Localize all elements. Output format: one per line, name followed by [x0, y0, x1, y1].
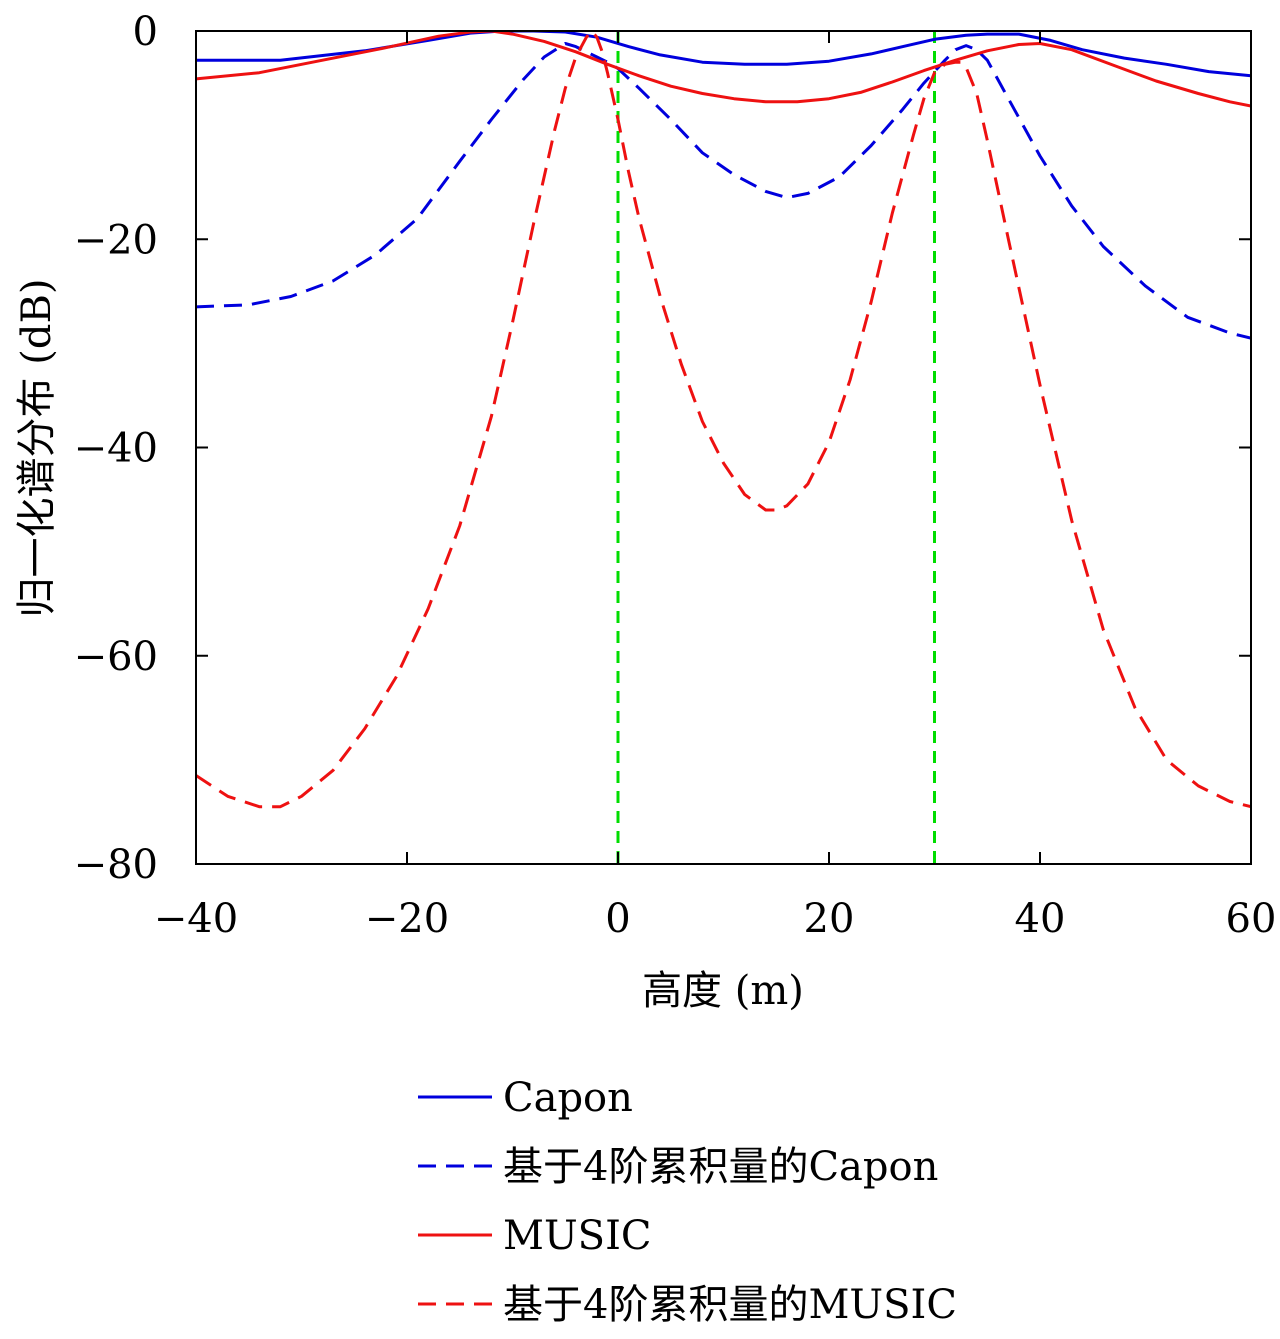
music-4th-cumulant-line — [196, 31, 1251, 809]
x-tick-label: 40 — [1015, 896, 1066, 942]
y-tick-label: −60 — [74, 634, 158, 680]
ticks: −40 −20 0 20 40 60 0 −20 −40 −60 −80 — [74, 9, 1277, 942]
legend-label: Capon — [503, 1075, 633, 1121]
y-tick-label: −80 — [74, 842, 158, 888]
axes — [195, 30, 1252, 865]
legend-label: 基于4阶累积量的MUSIC — [503, 1282, 957, 1328]
y-tick-label: −20 — [74, 217, 158, 263]
y-axis-label: 归一化谱分布 (dB) — [14, 279, 60, 618]
x-axis-label: 高度 (m) — [642, 968, 804, 1014]
legend: Capon 基于4阶累积量的Capon MUSIC 基于4阶累积量的MUSIC — [418, 1075, 957, 1328]
x-tick-label: −40 — [154, 896, 238, 942]
x-tick-label: −20 — [365, 896, 449, 942]
plot-layer — [196, 31, 1251, 864]
x-tick-label: 60 — [1226, 896, 1277, 942]
capon-4th-cumulant-line — [196, 42, 1251, 340]
y-tick-label: −40 — [74, 426, 158, 472]
plot-frame — [195, 30, 1252, 865]
x-tick-label: 20 — [804, 896, 855, 942]
y-tick-label: 0 — [133, 9, 158, 55]
legend-label: MUSIC — [503, 1213, 651, 1259]
music-line — [196, 31, 1251, 108]
x-tick-label: 0 — [605, 896, 630, 942]
legend-label: 基于4阶累积量的Capon — [503, 1144, 938, 1190]
